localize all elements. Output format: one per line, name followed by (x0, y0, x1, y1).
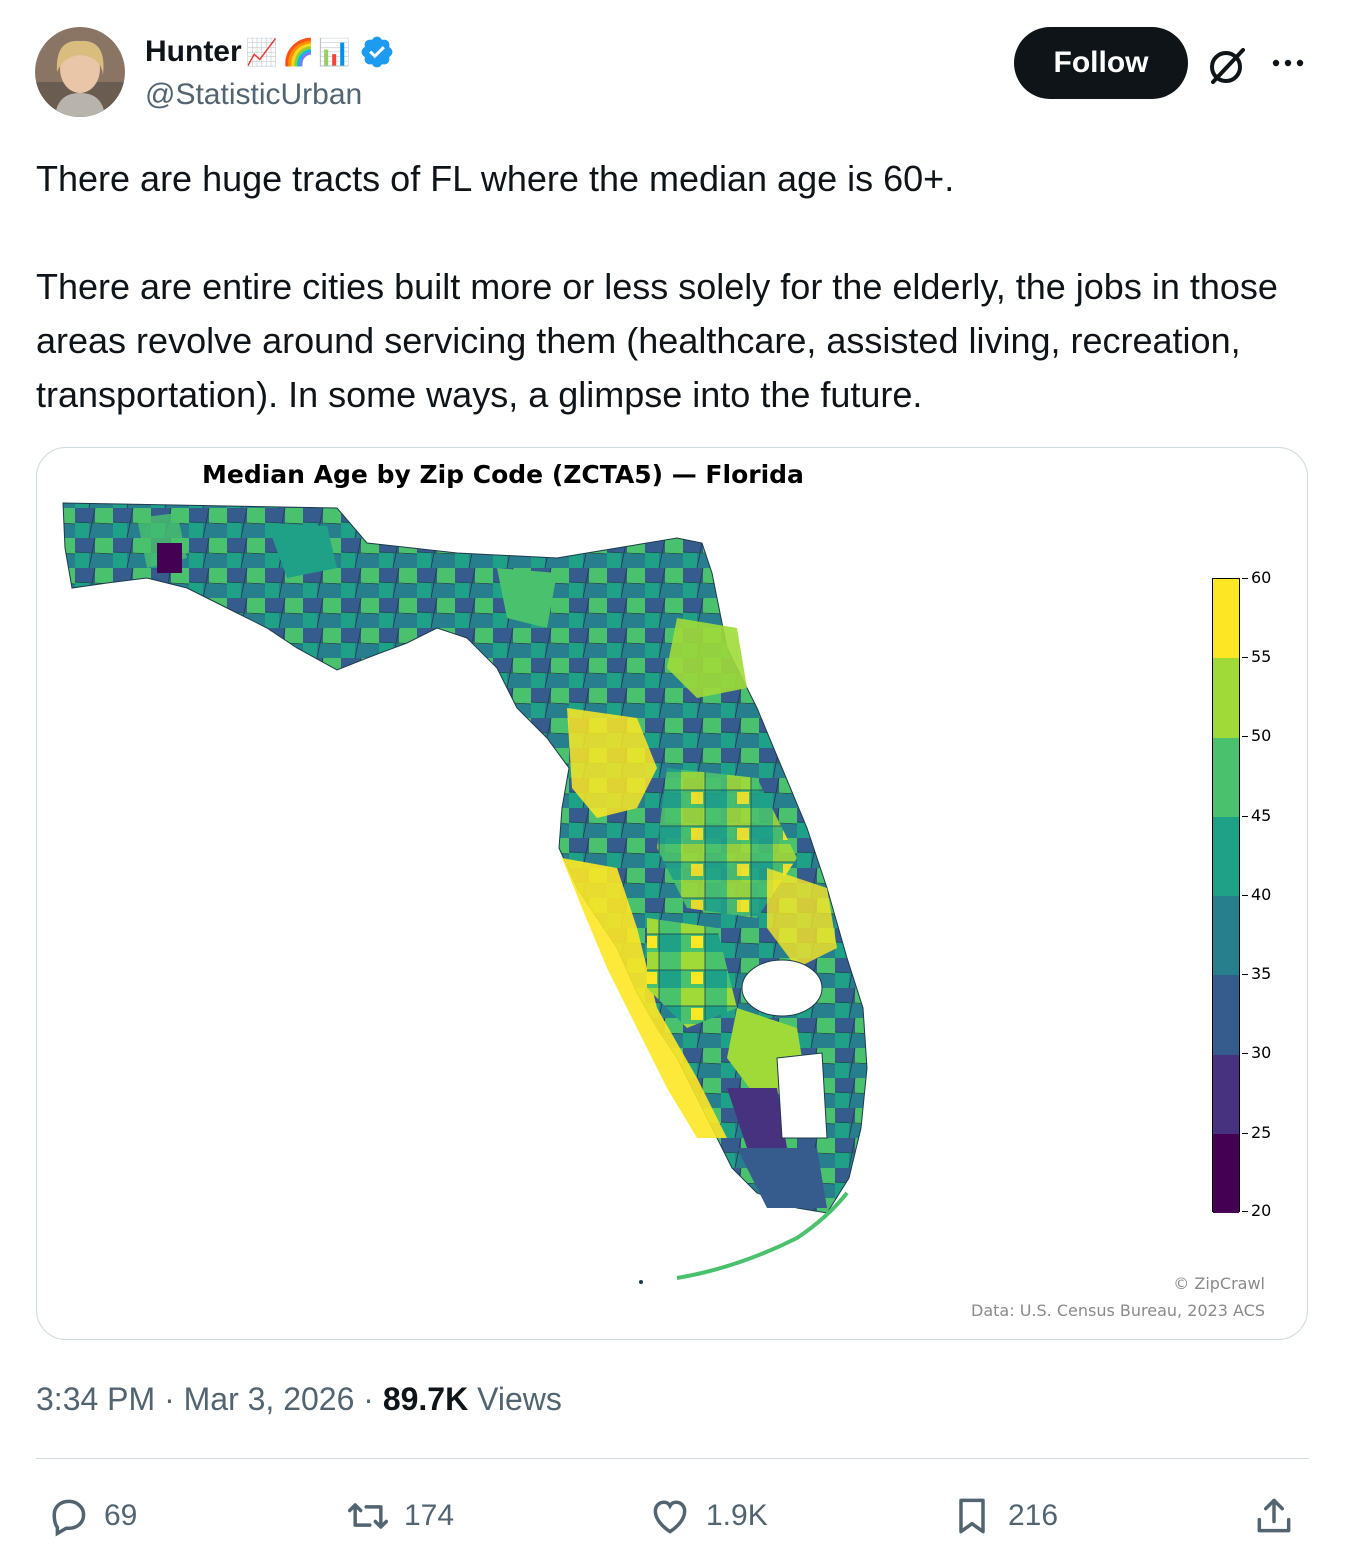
tweet-date[interactable]: Mar 3, 2026 (183, 1381, 355, 1417)
author-name-row[interactable]: Hunter 📈 🌈 📊 (145, 30, 395, 74)
colorbar-tick (1242, 895, 1248, 896)
grok-icon[interactable] (1205, 44, 1249, 88)
colorbar-segment (1213, 816, 1239, 896)
chart-increasing-emoji: 📈 (245, 37, 279, 67)
meta-separator: · (164, 1381, 175, 1417)
views-count: 89.7K (382, 1381, 469, 1417)
colorbar-tick (1242, 816, 1248, 817)
colorbar-tick-label: 60 (1251, 568, 1272, 587)
colorbar-segment (1213, 896, 1239, 976)
colorbar-tick (1242, 1133, 1248, 1134)
colorbar-segment (1213, 975, 1239, 1055)
colorbar-tick (1242, 974, 1248, 975)
colorbar-tick-label: 50 (1251, 726, 1272, 745)
colorbar-segment (1213, 579, 1239, 659)
like-button[interactable]: 1.9K (648, 1490, 768, 1542)
colorbar-segment (1213, 658, 1239, 738)
meta-separator: · (363, 1381, 374, 1417)
divider (36, 1458, 1309, 1459)
rainbow-emoji: 🌈 (282, 37, 315, 67)
author-name[interactable]: Hunter (145, 35, 242, 68)
tweet-paragraph-1: There are huge tracts of FL where the me… (36, 158, 955, 199)
colorbar-tick (1242, 736, 1248, 737)
map-source: Data: U.S. Census Bureau, 2023 ACS (971, 1301, 1265, 1320)
tweet-paragraph-2: There are entire cities built more or le… (36, 266, 1278, 415)
avatar[interactable] (35, 27, 125, 117)
colorbar-tick-label: 20 (1251, 1201, 1272, 1220)
tweet-meta: 3:34 PM · Mar 3, 2026 · 89.7K Views (36, 1381, 562, 1418)
map-credit: © ZipCrawl (1173, 1274, 1265, 1293)
colorbar-tick-label: 25 (1251, 1123, 1272, 1142)
map-title: Median Age by Zip Code (ZCTA5) — Florida (202, 460, 804, 489)
colorbar-tick-label: 55 (1251, 647, 1272, 666)
repost-count: 174 (404, 1499, 455, 1532)
repost-icon (347, 1503, 389, 1529)
bar-chart-emoji: 📊 (318, 37, 351, 67)
verified-badge-icon[interactable] (359, 34, 395, 70)
colorbar-tick (1242, 1053, 1248, 1054)
colorbar-tick-label: 30 (1251, 1043, 1272, 1062)
bookmark-icon (959, 1498, 985, 1534)
colorbar-tick (1242, 1211, 1248, 1212)
colorbar-tick-label: 40 (1251, 885, 1272, 904)
colorbar-tick-label: 45 (1251, 806, 1272, 825)
colorbar (1212, 578, 1240, 1213)
media-image[interactable]: Median Age by Zip Code (ZCTA5) — Florida (36, 447, 1308, 1340)
repost-button[interactable]: 174 (346, 1490, 454, 1542)
reply-icon (52, 1499, 86, 1537)
colorbar-tick (1242, 657, 1248, 658)
bookmark-count: 216 (1008, 1499, 1059, 1532)
heart-icon (653, 1500, 687, 1534)
follow-button[interactable]: Follow (1014, 27, 1188, 99)
share-icon (1257, 1498, 1291, 1533)
bookmark-button[interactable]: 216 (950, 1490, 1058, 1542)
colorbar-segment (1213, 737, 1239, 817)
share-button[interactable] (1252, 1490, 1296, 1542)
author-handle[interactable]: @StatisticUrban (145, 78, 363, 111)
florida-map (62, 502, 868, 1284)
views-label: Views (477, 1381, 562, 1417)
reply-count: 69 (104, 1499, 138, 1532)
colorbar-segment (1213, 1133, 1239, 1213)
like-count: 1.9K (706, 1499, 768, 1532)
colorbar-tick (1242, 578, 1248, 579)
colorbar-tick-label: 35 (1251, 964, 1272, 983)
more-options-icon[interactable] (1268, 48, 1308, 78)
colorbar-segment (1213, 1054, 1239, 1134)
tweet-time[interactable]: 3:34 PM (36, 1381, 156, 1417)
tweet-text: There are huge tracts of FL where the me… (36, 152, 1296, 422)
reply-button[interactable]: 69 (46, 1490, 137, 1542)
